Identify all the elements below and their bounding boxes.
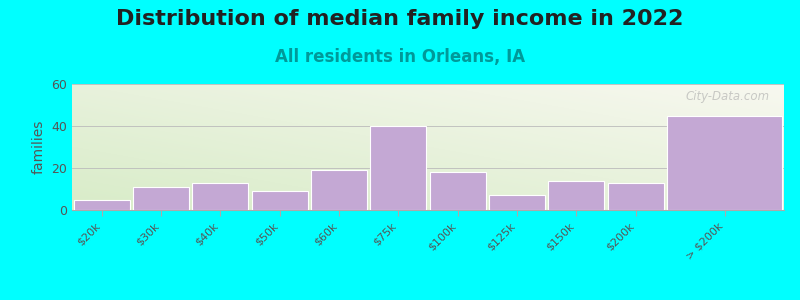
- Bar: [311, 170, 367, 210]
- Bar: [489, 195, 545, 210]
- Bar: [193, 183, 248, 210]
- Bar: [133, 187, 189, 210]
- Bar: [252, 191, 307, 210]
- Bar: [370, 126, 426, 210]
- Bar: [667, 116, 782, 210]
- Bar: [549, 181, 604, 210]
- Y-axis label: families: families: [32, 120, 46, 174]
- Bar: [74, 200, 130, 210]
- Text: Distribution of median family income in 2022: Distribution of median family income in …: [116, 9, 684, 29]
- Text: All residents in Orleans, IA: All residents in Orleans, IA: [275, 48, 525, 66]
- Text: City-Data.com: City-Data.com: [686, 90, 770, 103]
- Bar: [430, 172, 486, 210]
- Bar: [608, 183, 663, 210]
